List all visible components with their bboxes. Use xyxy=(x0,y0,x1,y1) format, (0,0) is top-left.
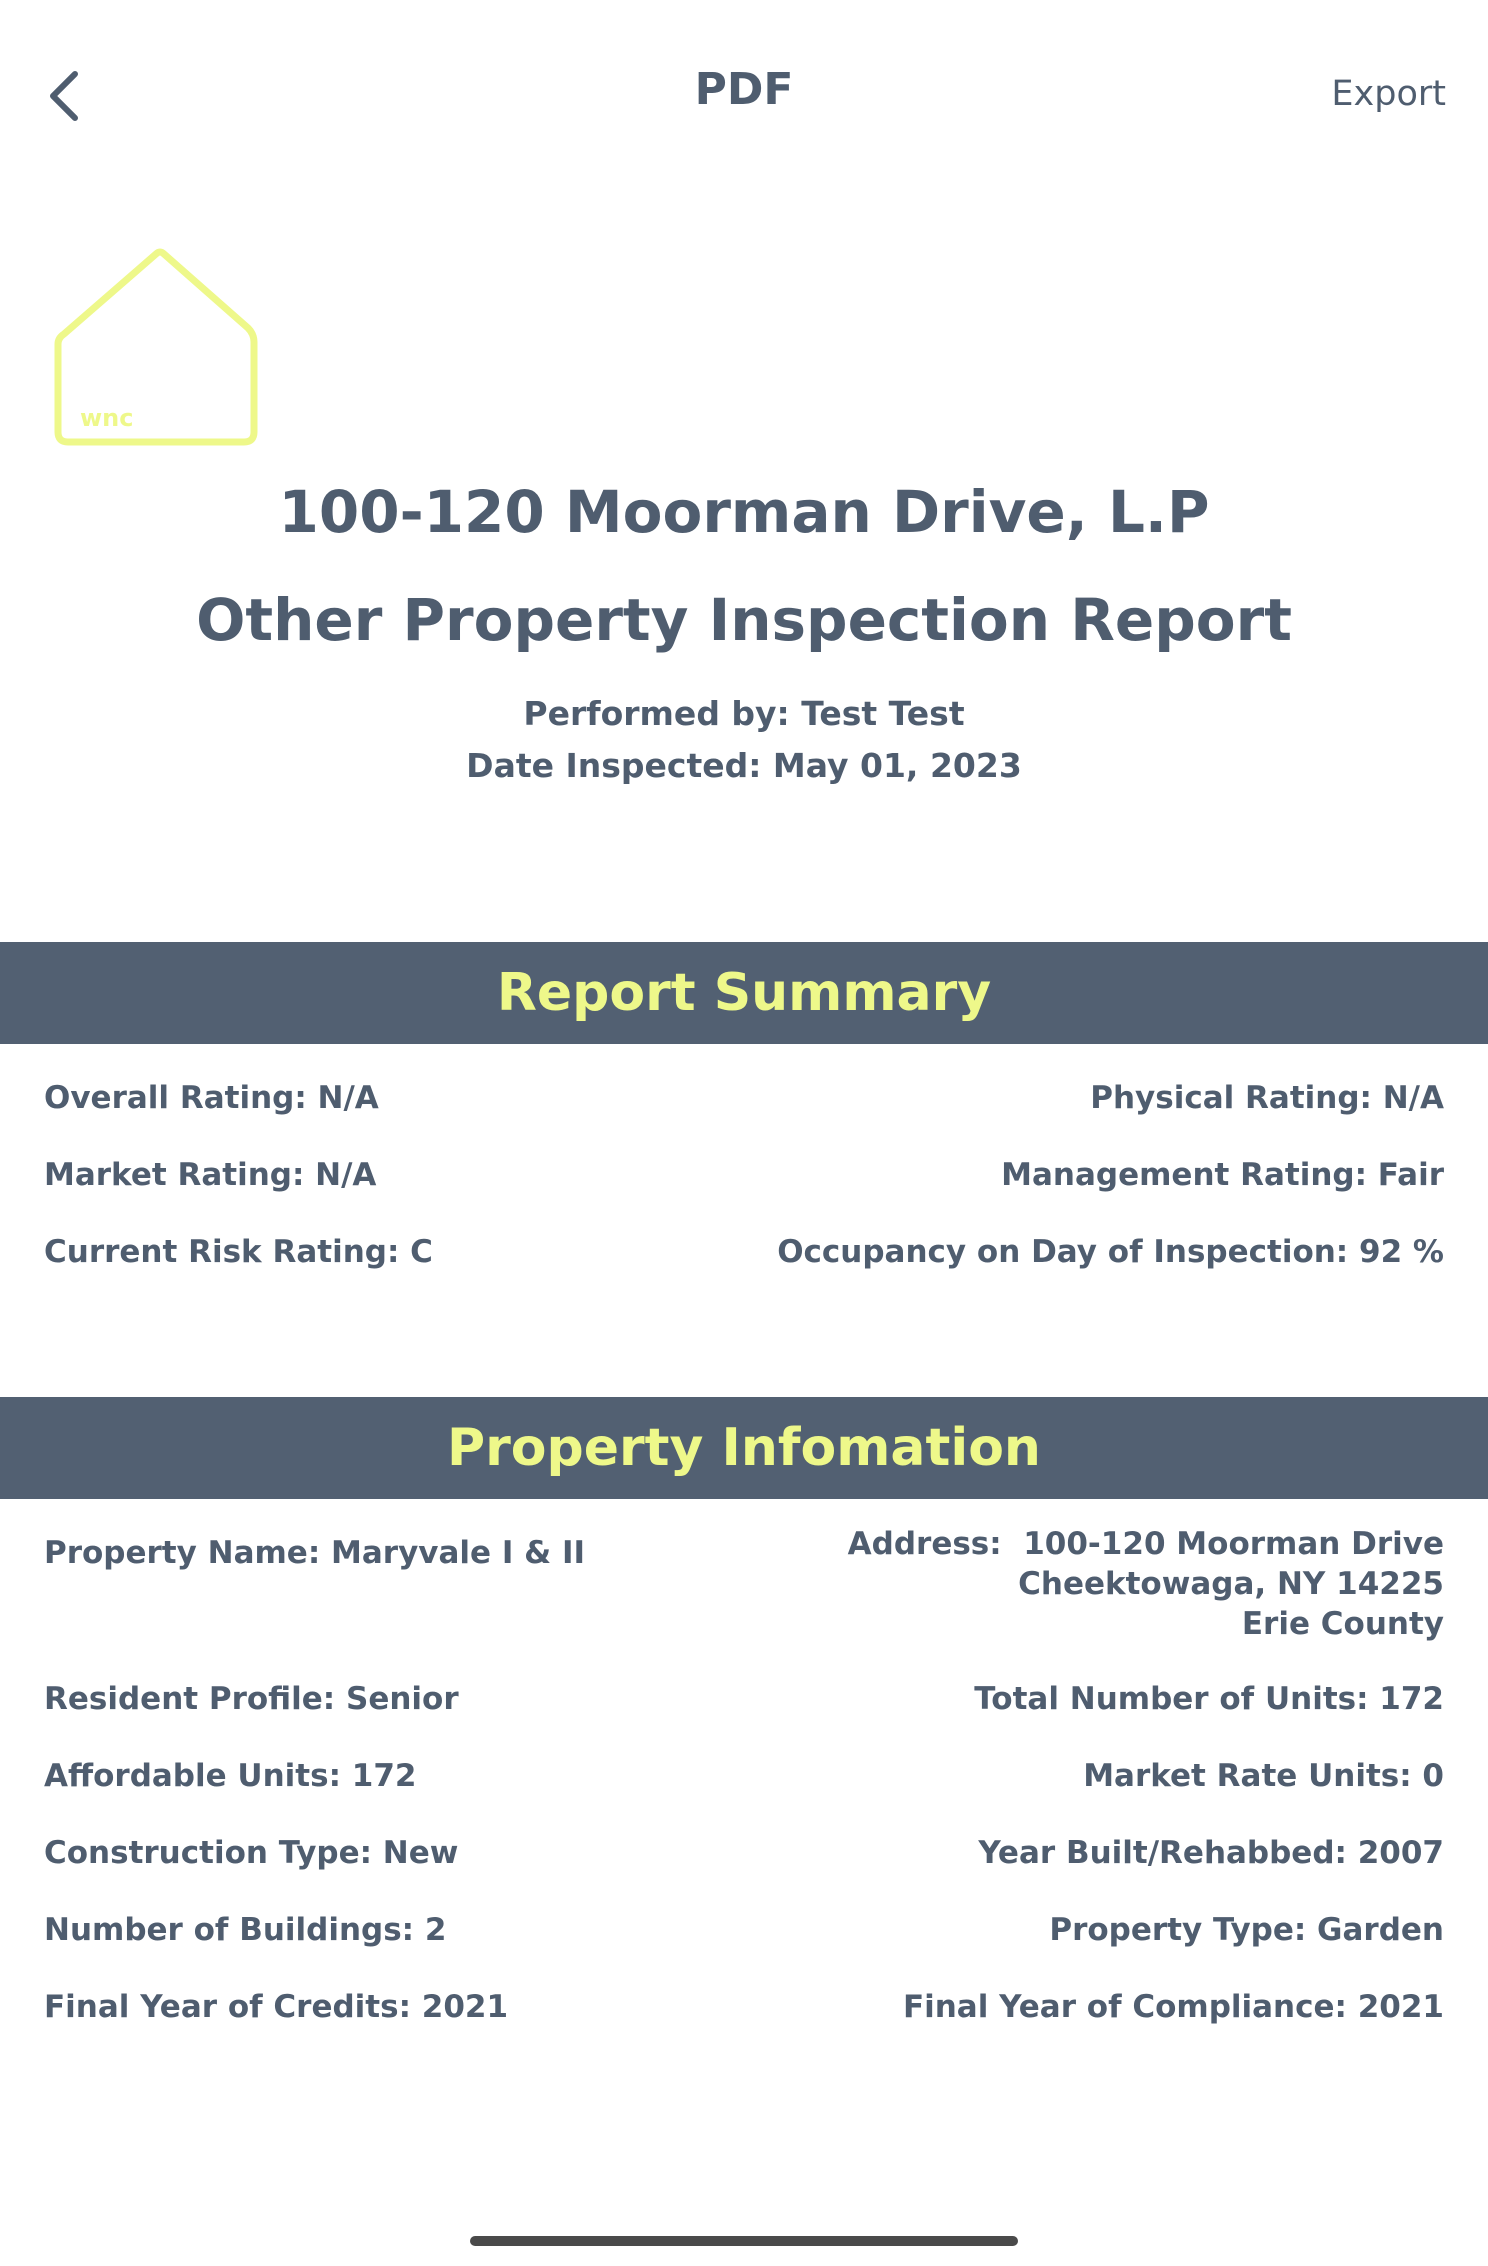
physical-rating: Physical Rating: N/A xyxy=(1090,1080,1444,1116)
affordable-units: Affordable Units: 172 xyxy=(44,1758,417,1794)
report-property-name: 100-120 Moorman Drive, L.P xyxy=(278,478,1210,546)
resident-profile: Resident Profile: Senior xyxy=(44,1681,459,1717)
occupancy-rate: Occupancy on Day of Inspection: 92 % xyxy=(777,1234,1444,1270)
back-button[interactable] xyxy=(32,60,96,132)
market-rating: Market Rating: N/A xyxy=(44,1157,377,1193)
report-summary-title: Report Summary xyxy=(496,963,992,1023)
year-built-rehabbed: Year Built/Rehabbed: 2007 xyxy=(978,1835,1444,1871)
report-summary-header: Report Summary xyxy=(0,942,1488,1044)
final-year-of-compliance: Final Year of Compliance: 2021 xyxy=(902,1989,1444,2025)
address-line-1: Address: 100-120 Moorman Drive xyxy=(847,1526,1444,1562)
property-information-title: Property Infomation xyxy=(447,1418,1041,1478)
overall-rating: Overall Rating: N/A xyxy=(44,1080,379,1116)
market-rate-units: Market Rate Units: 0 xyxy=(1083,1758,1444,1794)
management-rating: Management Rating: Fair xyxy=(1001,1157,1444,1193)
chevron-left-icon xyxy=(50,71,78,121)
home-indicator[interactable] xyxy=(470,2236,1018,2246)
page-title: PDF xyxy=(694,64,794,115)
current-risk-rating: Current Risk Rating: C xyxy=(44,1234,433,1270)
performed-by: Performed by: Test Test xyxy=(523,694,965,733)
property-address: Address: 100-120 Moorman Drive Cheektowa… xyxy=(848,1524,1444,1644)
navigation-bar: PDF Export xyxy=(0,0,1488,190)
date-inspected: Date Inspected: May 01, 2023 xyxy=(466,746,1022,785)
address-line-2: Cheektowaga, NY 14225 xyxy=(1018,1566,1444,1602)
number-of-buildings: Number of Buildings: 2 xyxy=(44,1912,447,1948)
construction-type: Construction Type: New xyxy=(44,1835,459,1871)
company-logo: wnc xyxy=(52,242,260,450)
property-information-header: Property Infomation xyxy=(0,1397,1488,1499)
property-type: Property Type: Garden xyxy=(1049,1912,1444,1948)
total-units: Total Number of Units: 172 xyxy=(974,1681,1444,1717)
svg-text:wnc: wnc xyxy=(80,404,133,432)
final-year-of-credits: Final Year of Credits: 2021 xyxy=(44,1989,509,2025)
report-title: Other Property Inspection Report xyxy=(196,586,1292,654)
address-line-3: Erie County xyxy=(1241,1606,1444,1642)
property-name: Property Name: Maryvale I & II xyxy=(44,1535,586,1571)
export-button[interactable]: Export xyxy=(1331,74,1446,114)
